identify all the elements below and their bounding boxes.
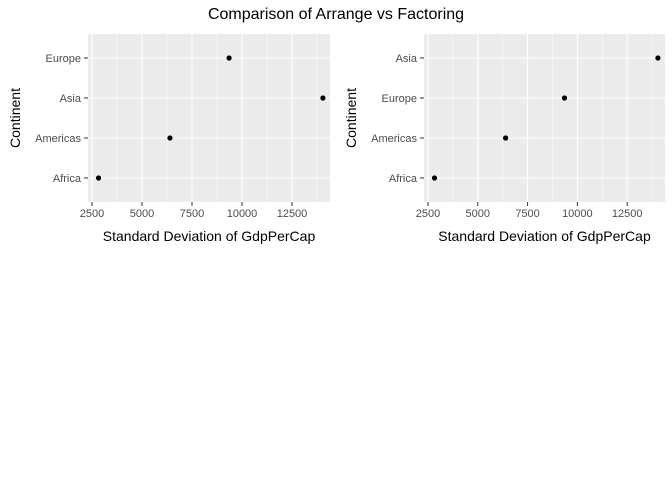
right-chart: 2500 5000 7500 10000 12500 Africa Americas Euro…	[343, 34, 665, 244]
plot-panel	[88, 34, 330, 202]
data-point	[655, 55, 661, 61]
x-tick-label: 5000	[130, 208, 154, 220]
x-tick-label: 7500	[180, 208, 204, 220]
data-point	[431, 175, 438, 181]
x-tick-label: 2500	[80, 208, 104, 220]
y-tick-label: Americas	[35, 133, 81, 145]
x-tick-label: 2500	[416, 208, 440, 220]
x-tick-label: 12500	[612, 208, 643, 220]
figure-title: Comparison of Arrange vs Factoring	[208, 6, 464, 23]
x-tick-label: 12500	[277, 208, 308, 220]
y-tick-label: Africa	[53, 173, 82, 185]
y-tick-label: Asia	[60, 93, 82, 105]
data-point	[226, 55, 232, 61]
y-tick-label: Americas	[371, 133, 417, 145]
data-point	[320, 95, 326, 101]
data-point	[503, 135, 509, 141]
x-axis-title: Standard Deviation of GdpPerCap	[103, 228, 316, 244]
y-axis-title: Continent	[343, 88, 359, 148]
y-tick-label: Africa	[389, 173, 418, 185]
x-tick-label: 7500	[515, 208, 539, 220]
x-tick-label: 10000	[227, 208, 258, 220]
left-chart: 2500 5000 7500 10000 12500 Africa Americas Asia…	[7, 34, 330, 244]
y-tick-label: Europe	[382, 93, 417, 105]
x-tick-label: 5000	[466, 208, 490, 220]
data-point	[95, 175, 102, 181]
data-point	[167, 135, 173, 141]
plot-panel	[424, 34, 665, 202]
y-axis-title: Continent	[7, 88, 23, 148]
y-tick-label: Asia	[396, 53, 418, 65]
y-tick-label: Europe	[46, 53, 81, 65]
x-tick-label: 10000	[562, 208, 593, 220]
x-axis-title: Standard Deviation of GdpPerCap	[438, 228, 651, 244]
data-point	[561, 95, 568, 101]
